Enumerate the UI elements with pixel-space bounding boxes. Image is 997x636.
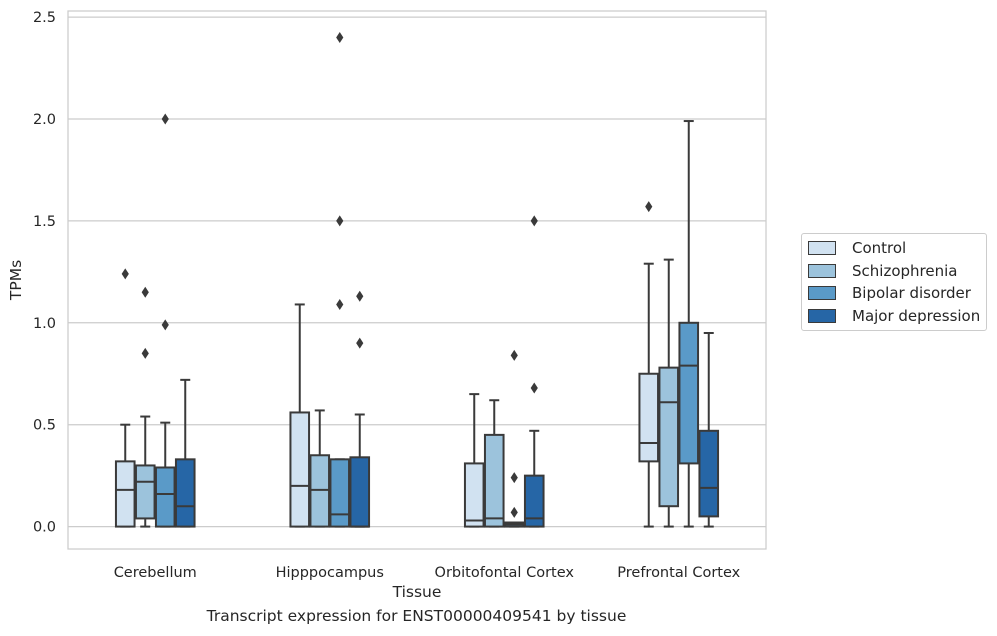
legend-label: Bipolar disorder (852, 284, 971, 303)
box-group (523, 215, 545, 528)
box-group (289, 303, 311, 528)
box (463, 462, 485, 528)
y-tick-labels: 0.0 0.5 1.0 1.5 2.0 2.5 (33, 10, 56, 535)
box-group (463, 393, 485, 528)
y-tick-label: 1.0 (33, 316, 56, 332)
outlier-point (356, 290, 364, 302)
x-tick-label: Cerebellum (114, 565, 197, 581)
legend-swatch (808, 241, 836, 256)
outlier-point (530, 215, 538, 227)
legend-item: Control (802, 237, 986, 260)
outlier-point (530, 382, 538, 394)
box-group (678, 120, 700, 528)
box (698, 429, 720, 518)
outlier-point (510, 506, 518, 518)
box (329, 458, 351, 528)
outlier-point (161, 319, 169, 331)
legend-item: Schizophrenia (802, 260, 986, 283)
chart-caption: Transcript expression for ENST0000040954… (206, 607, 627, 625)
legend-swatch (808, 308, 836, 323)
box (174, 458, 196, 528)
legend-label: Schizophrenia (852, 261, 958, 280)
box-group (114, 268, 136, 528)
outlier-point (336, 298, 344, 310)
box-group (309, 409, 331, 528)
outlier-point (645, 201, 653, 213)
legend: Control Schizophrenia Bipolar disorder Majo… (801, 233, 987, 331)
x-tick-label: Prefrontal Cortex (617, 565, 740, 581)
legend-label: Major depression (852, 306, 981, 325)
outlier-point (121, 268, 129, 280)
box-group (698, 331, 720, 528)
box (309, 454, 331, 528)
box (289, 411, 311, 528)
box-group (154, 113, 176, 528)
box-group (134, 286, 156, 528)
legend-swatch (808, 263, 836, 278)
box-group (658, 258, 680, 528)
outlier-point (141, 286, 149, 298)
outlier-point (356, 337, 364, 349)
box-group (503, 349, 525, 528)
y-tick-label: 0.5 (33, 418, 56, 434)
y-tick-label: 1.5 (33, 214, 56, 230)
box-group (638, 201, 660, 528)
y-tick-label: 2.5 (33, 10, 56, 26)
box (483, 433, 505, 528)
box (678, 321, 700, 465)
box-group (483, 399, 505, 528)
box (638, 372, 660, 463)
plot-frame (67, 10, 767, 550)
box (154, 466, 176, 528)
x-tick-label: Hipppocampus (276, 565, 384, 581)
boxes (114, 31, 720, 528)
legend-swatch (808, 286, 836, 301)
y-tick-label: 0.0 (33, 520, 56, 536)
outlier-point (510, 349, 518, 361)
box (114, 460, 136, 528)
outlier-point (336, 215, 344, 227)
outlier-point (141, 347, 149, 359)
y-tick-label: 2.0 (33, 112, 56, 128)
box (523, 474, 545, 528)
box-group (174, 378, 196, 528)
box-group (349, 290, 371, 528)
box-group (329, 31, 351, 528)
box (349, 456, 371, 528)
y-axis-label: TPMs (7, 260, 25, 301)
x-axis-label: Tissue (392, 583, 442, 601)
outlier-point (161, 113, 169, 125)
legend-label: Control (852, 239, 907, 258)
legend-item: Major depression (802, 305, 986, 328)
outlier-point (510, 472, 518, 484)
x-tick-label: Orbitofontal Cortex (435, 565, 575, 581)
box (134, 464, 156, 520)
outlier-point (336, 31, 344, 43)
x-tick-labels: Cerebellum Hipppocampus Orbitofontal Corte… (114, 565, 741, 581)
legend-item: Bipolar disorder (802, 282, 986, 305)
box (658, 366, 680, 508)
